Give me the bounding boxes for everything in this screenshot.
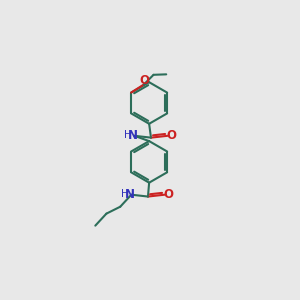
Text: O: O <box>164 188 174 201</box>
Text: H: H <box>124 130 132 140</box>
Text: N: N <box>124 188 134 201</box>
Text: N: N <box>128 129 137 142</box>
Text: H: H <box>121 188 129 199</box>
Text: O: O <box>167 129 177 142</box>
Text: O: O <box>139 74 149 87</box>
